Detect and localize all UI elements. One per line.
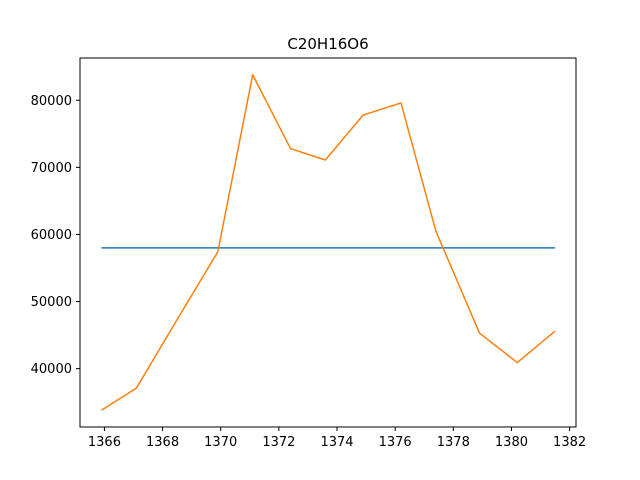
x-tick-label: 1370 <box>204 435 237 450</box>
chart-title: C20H16O6 <box>287 35 368 53</box>
axes-frame <box>79 57 577 428</box>
x-tick-label: 1382 <box>553 435 586 450</box>
x-axis: 1366 1368 1370 1372 1374 1376 1378 1380 1382 <box>88 427 586 450</box>
x-tick-label: 1374 <box>320 435 353 450</box>
series-line-2 <box>101 74 556 411</box>
x-tick-label: 1366 <box>88 435 121 450</box>
x-tick-label: 1368 <box>146 435 179 450</box>
x-tick-label: 1376 <box>379 435 412 450</box>
y-tick-label: 70000 <box>31 161 72 176</box>
plot-area <box>101 74 556 411</box>
y-tick-label: 80000 <box>31 94 72 109</box>
y-axis: 40000 50000 60000 70000 80000 <box>31 94 80 377</box>
x-tick-label: 1372 <box>262 435 295 450</box>
x-tick-label: 1378 <box>437 435 470 450</box>
y-tick-label: 50000 <box>31 295 72 310</box>
y-tick-label: 60000 <box>31 228 72 243</box>
y-tick-label: 40000 <box>31 362 72 377</box>
x-tick-label: 1380 <box>495 435 528 450</box>
